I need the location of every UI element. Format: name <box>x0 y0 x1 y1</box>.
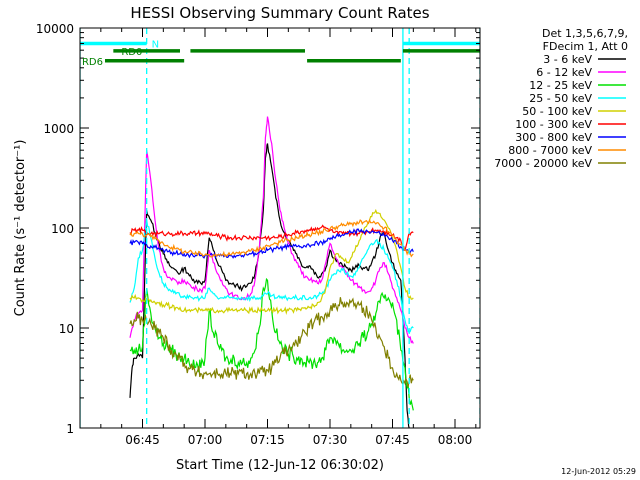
series-line-0 <box>129 143 410 428</box>
y-tick-label: 1 <box>66 422 74 436</box>
series-line-2 <box>129 277 414 411</box>
legend-label-7: 800 - 7000 keV <box>508 144 592 157</box>
y-tick-label: 10 <box>59 322 74 336</box>
y-axis: 1 10 100 1000 10000 <box>36 22 480 436</box>
x-tick-label: 07:30 <box>313 433 348 447</box>
y-tick-label: 1000 <box>43 122 74 136</box>
annotation-label-4: N <box>152 39 159 50</box>
series-line-1 <box>129 116 414 344</box>
legend-header-0: Det 1,3,5,6,7,9, <box>542 27 628 40</box>
legend-label-5: 100 - 300 keV <box>515 118 592 131</box>
x-tick-label: 07:00 <box>188 433 223 447</box>
y-axis-label: Count Rate (s⁻¹ detector⁻¹) <box>13 140 28 317</box>
timestamp: 12-Jun-2012 05:29 <box>561 467 636 476</box>
series-line-7 <box>129 218 414 258</box>
annotation-label-0: RD0 <box>121 47 142 58</box>
y-tick-label: 100 <box>51 222 74 236</box>
legend-label-4: 50 - 100 keV <box>522 105 592 118</box>
legend-label-1: 6 - 12 keV <box>536 66 592 79</box>
series-line-6 <box>129 228 414 260</box>
legend-label-2: 12 - 25 keV <box>529 79 592 92</box>
series-line-4 <box>129 208 414 315</box>
x-axis-label: Start Time (12-Jun-12 06:30:02) <box>176 458 384 473</box>
series-line-5 <box>129 224 414 251</box>
x-tick-label: 08:00 <box>438 433 473 447</box>
legend-label-0: 3 - 6 keV <box>543 53 592 66</box>
plot-frame <box>79 27 481 429</box>
legend-header-1: FDecim 1, Att 0 <box>543 40 628 53</box>
overlay-layer <box>80 28 480 428</box>
series-layer <box>129 116 414 428</box>
legend: Det 1,3,5,6,7,9,FDecim 1, Att 03 - 6 keV… <box>494 27 628 170</box>
x-tick-label: 07:45 <box>375 433 410 447</box>
x-tick-label: 07:15 <box>250 433 285 447</box>
chart-title: HESSI Observing Summary Count Rates <box>130 4 429 22</box>
legend-label-8: 7000 - 20000 keV <box>494 157 592 170</box>
legend-label-3: 25 - 50 keV <box>529 92 592 105</box>
annotation-label-1: RD6 <box>82 57 103 68</box>
legend-label-6: 300 - 800 keV <box>515 131 592 144</box>
series-line-8 <box>129 297 414 387</box>
series-line-3 <box>129 220 414 334</box>
x-tick-label: 06:45 <box>125 433 160 447</box>
y-tick-label: 10000 <box>36 22 74 36</box>
x-axis: 06:45 07:00 07:15 07:30 07:45 08:00 <box>79 28 477 447</box>
